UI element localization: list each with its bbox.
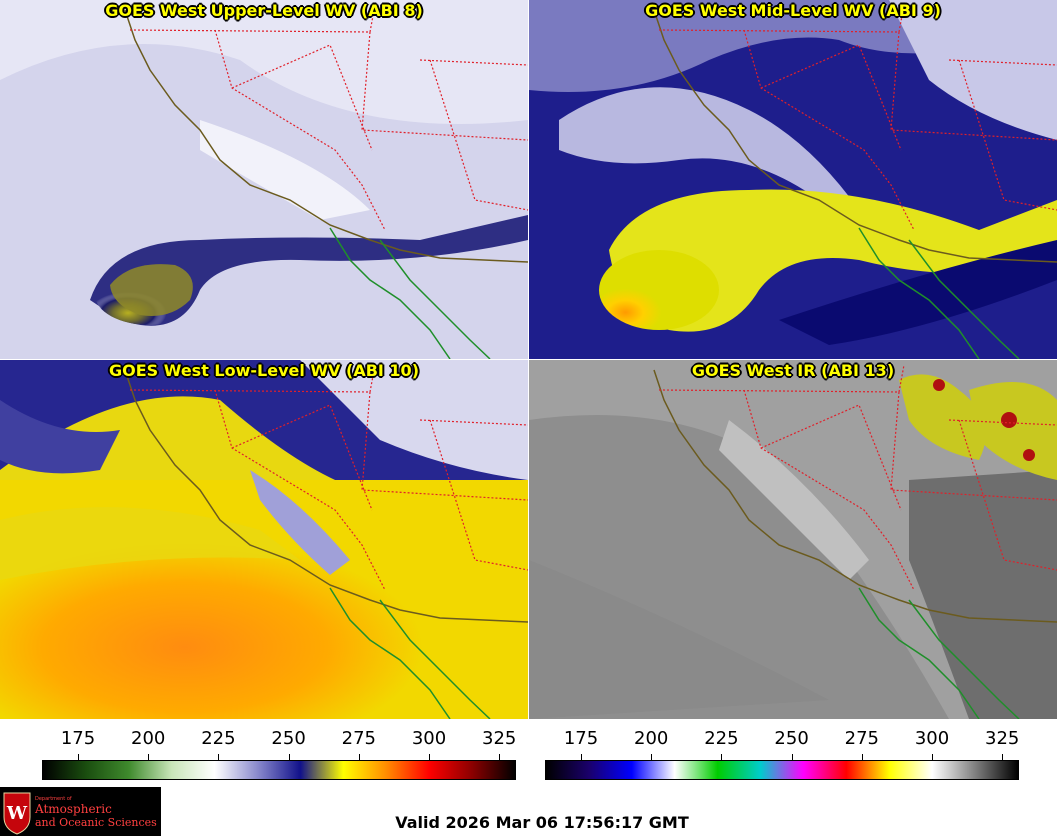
colorbar-tick-label: 200 — [634, 728, 669, 749]
panel-ir: GOES West IR (ABI 13) — [529, 360, 1057, 719]
logo-line1: Atmospheric — [35, 802, 112, 816]
colorbar-tick-label: 325 — [482, 728, 517, 749]
ir-image — [529, 360, 1057, 719]
map-overlay — [653, 4, 1057, 359]
colorbar-tick-mark — [861, 754, 863, 760]
colorbar-tick-mark — [1002, 754, 1004, 760]
colorbar-tick-label: 175 — [60, 728, 96, 749]
colorbar-tick-label: 325 — [985, 728, 1020, 749]
colorbar-tick-label: 225 — [704, 728, 739, 749]
colorbar-tick-mark — [429, 754, 430, 760]
valid-timestamp: Valid 2026 Mar 06 17:56:17 GMT — [395, 813, 689, 832]
logo-dept: Department of — [35, 796, 72, 802]
map-overlay — [124, 364, 528, 719]
colorbar-tick-mark — [651, 754, 653, 760]
colorbar-tick-mark — [288, 754, 290, 760]
colorbar-tick-label: 200 — [131, 728, 166, 749]
uw-crest-icon: W — [3, 792, 31, 835]
colorbar-tick-mark — [218, 754, 220, 760]
colorbar-tick-mark — [721, 754, 723, 760]
colorbar-tick-mark — [791, 754, 793, 760]
panel-title: GOES West Upper-Level WV (ABI 8) — [105, 1, 423, 20]
colorbar-tick-label: 300 — [914, 728, 950, 749]
panel-title: GOES West IR (ABI 13) — [691, 361, 895, 380]
panel-low-level-wv: GOES West Low-Level WV (ABI 10) — [0, 360, 528, 719]
map-overlay — [124, 4, 528, 359]
colorbar-tick-mark — [78, 754, 79, 760]
ir-colorbar — [545, 760, 1019, 780]
colorbar-tick-label: 250 — [271, 728, 306, 749]
colorbar-tick-label: 225 — [201, 728, 236, 749]
ir-colorbar-ticks: 175 200 225 250 275 300 325 — [545, 728, 1020, 760]
mid-level-wv-image — [529, 0, 1057, 359]
colorbar-tick-mark — [499, 754, 501, 760]
wv-colorbar — [42, 760, 516, 780]
low-level-wv-image — [0, 360, 528, 719]
colorbar-tick-mark — [932, 754, 933, 760]
panel-title: GOES West Low-Level WV (ABI 10) — [108, 361, 419, 380]
svg-text:W: W — [6, 803, 28, 824]
colorbar-tick-label: 250 — [774, 728, 809, 749]
colorbar-tick-label: 275 — [341, 728, 376, 749]
wv-colorbar-ticks: 175 200 225 250 275 300 325 — [42, 728, 517, 760]
upper-level-wv-image — [0, 0, 528, 359]
panel-title: GOES West Mid-Level WV (ABI 9) — [645, 1, 941, 20]
colorbar-tick-mark — [358, 754, 360, 760]
colorbar-tick-mark — [148, 754, 150, 760]
aos-logo: W Department of Atmospheric and Oceanic … — [0, 787, 161, 836]
colorbar-tick-label: 275 — [844, 728, 879, 749]
colorbar-tick-label: 175 — [563, 728, 599, 749]
map-overlay — [653, 364, 1057, 719]
logo-line2: and Oceanic Sciences — [35, 816, 157, 829]
colorbar-tick-mark — [581, 754, 582, 760]
colorbar-tick-label: 300 — [411, 728, 447, 749]
panel-mid-level-wv: GOES West Mid-Level WV (ABI 9) — [529, 0, 1057, 359]
panel-upper-level-wv: GOES West Upper-Level WV (ABI 8) — [0, 0, 528, 359]
